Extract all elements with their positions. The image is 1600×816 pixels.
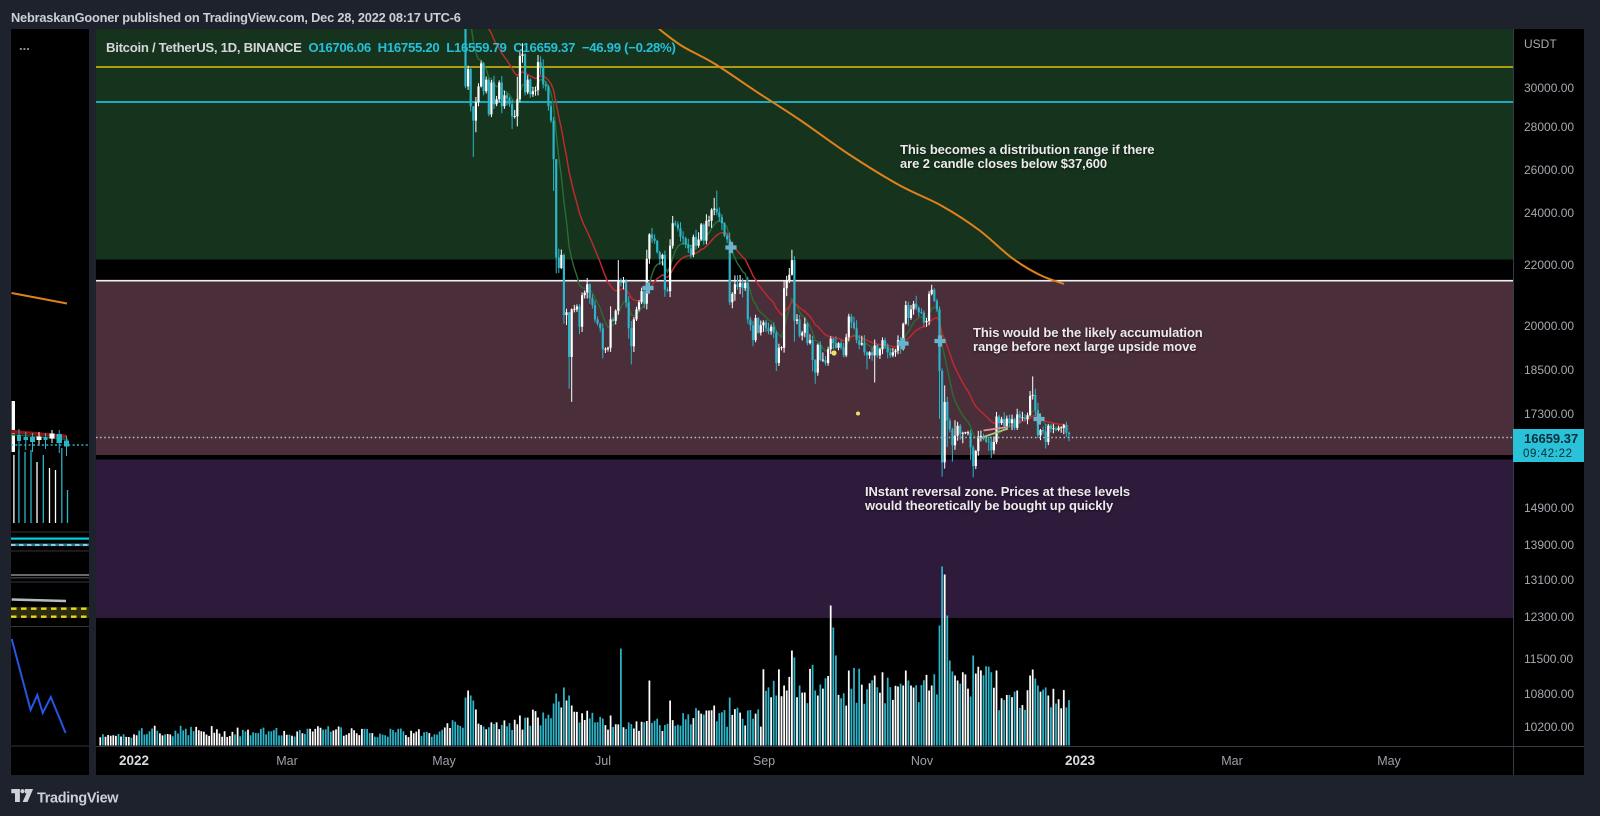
svg-text:2023: 2023 <box>1065 753 1096 768</box>
svg-text:17300.00: 17300.00 <box>1524 407 1574 421</box>
svg-text:20000.00: 20000.00 <box>1524 319 1574 333</box>
svg-text:Mar: Mar <box>1221 754 1243 768</box>
svg-text:09:42:22: 09:42:22 <box>1523 448 1573 460</box>
svg-text:13100.00: 13100.00 <box>1524 573 1574 587</box>
svg-text:USDT: USDT <box>1524 37 1557 51</box>
svg-text:22000.00: 22000.00 <box>1524 258 1574 272</box>
svg-text:11500.00: 11500.00 <box>1524 652 1573 666</box>
svg-text:TradingView: TradingView <box>37 791 119 807</box>
svg-text:...: ... <box>19 38 30 53</box>
svg-text:2022: 2022 <box>119 753 149 768</box>
svg-text:12300.00: 12300.00 <box>1524 610 1574 624</box>
svg-text:10800.00: 10800.00 <box>1524 687 1574 701</box>
svg-text:18500.00: 18500.00 <box>1524 363 1574 377</box>
svg-text:16659.37: 16659.37 <box>1524 431 1578 446</box>
svg-text:Mar: Mar <box>276 754 298 768</box>
svg-text:26000.00: 26000.00 <box>1524 163 1574 177</box>
svg-text:24000.00: 24000.00 <box>1524 206 1574 220</box>
svg-text:13900.00: 13900.00 <box>1524 538 1574 552</box>
svg-text:10200.00: 10200.00 <box>1524 720 1574 734</box>
svg-text:30000.00: 30000.00 <box>1524 81 1574 95</box>
svg-text:14900.00: 14900.00 <box>1524 501 1574 515</box>
svg-text:Jul: Jul <box>595 754 611 768</box>
svg-text:Nov: Nov <box>911 754 934 768</box>
svg-text:May: May <box>1377 754 1401 768</box>
svg-text:May: May <box>432 754 456 768</box>
svg-text:Sep: Sep <box>753 754 775 768</box>
svg-text:28000.00: 28000.00 <box>1524 120 1574 134</box>
